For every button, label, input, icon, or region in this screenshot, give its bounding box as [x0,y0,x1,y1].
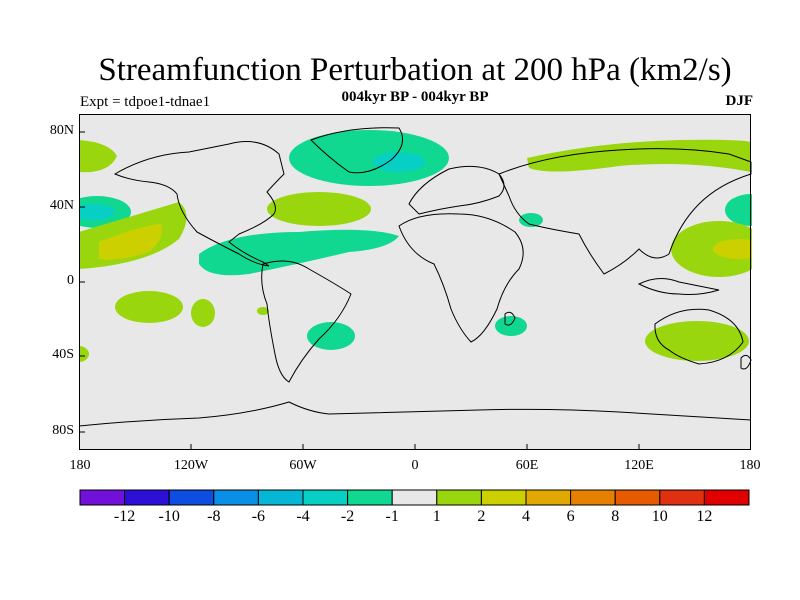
colorbar-label: 10 [651,508,668,525]
colorbar-box [614,489,661,506]
lon-label-120e: 120E [624,458,654,473]
lat-label-40s: 40S [52,347,74,362]
lat-label-80n: 80N [49,123,74,138]
antarctica-coastline [79,401,752,427]
colorbar-label: 2 [477,508,486,525]
colorbar-label: 8 [611,508,620,525]
contour-west-top-positive [79,140,117,173]
colorbar-boxes [79,489,750,506]
lon-label-180w: 180 [69,458,91,473]
north-america-coastline [113,141,285,267]
colorbar-box [480,489,527,506]
colorbar-label: 4 [522,508,530,525]
colorbar-box [302,489,349,506]
contour-npac-core [79,204,115,220]
colorbar-box [525,489,572,506]
colorbar-label: -1 [385,508,399,525]
colorbar-box [168,489,215,506]
greenland-coastline [310,127,404,174]
contour-wpac-core [713,239,752,259]
plot-subtitle: 004kyr BP - 004kyr BP [341,89,489,105]
colorbar-label: -8 [207,508,221,525]
colorbar-box [703,489,750,506]
contour-arctic-negative [289,130,449,186]
colorbar-label: -6 [251,508,266,525]
lon-label-120w: 120W [173,458,209,473]
colorbar-label: -2 [340,508,355,525]
colorbar-box [347,489,393,506]
plot-title: Streamfunction Perturbation at 200 hPa (… [98,52,732,88]
contour-spac-positive-2 [191,299,215,327]
europe-coastline [408,165,505,215]
contour-spac-positive-3 [257,307,269,315]
lon-label-0: 0 [411,458,419,473]
contour-west-south-positive [79,346,89,362]
colorbar-label: 12 [696,508,713,525]
asia-coastline [498,148,752,275]
colorbar-box [124,489,170,506]
contour-spac-positive-1 [115,291,183,323]
contour-fills [79,130,752,362]
lat-label-80s: 80S [52,423,74,438]
australia-coastline [654,308,744,365]
colorbar-label: -12 [113,508,136,525]
madagascar-coastline [504,311,516,326]
colorbar-box [570,489,616,506]
lon-label-60e: 60E [515,458,539,473]
contour-arabia-negative [519,213,543,227]
colorbar-label: -10 [158,508,180,525]
coastlines [79,127,752,427]
colorbar-box [79,489,126,506]
contour-natl-positive [267,192,371,226]
colorbar-box [213,489,259,506]
colorbar-box [257,489,304,506]
lat-label-0: 0 [67,273,74,288]
lon-label-180e: 180 [739,458,761,473]
map-panel [79,114,752,450]
south-america-coastline [261,260,352,383]
lon-label-60w: 60W [289,458,317,473]
contour-sind-negative [495,316,527,336]
contour-wpac-positive [671,221,752,277]
map-ticks [79,131,640,450]
colorbar-box [659,489,705,506]
colorbar-box [436,489,482,506]
colorbar [79,489,750,506]
contour-east-npac-negative [725,194,752,226]
lat-label-40n: 40N [49,198,74,213]
contour-arctic-core [373,152,425,172]
colorbar-label: 6 [566,508,575,525]
experiment-label: Expt = tdpoe1-tdnae1 [80,94,211,110]
contour-satl-negative [307,322,355,350]
colorbar-label: 1 [432,508,441,525]
contour-pacific-band-core [99,224,162,260]
contour-siberia-positive [527,139,751,172]
colorbar-box [391,489,438,506]
colorbar-label: -4 [296,508,310,525]
maritime-continent-coastline [637,278,720,295]
contour-trop-atl-negative [199,229,399,276]
season-label: DJF [725,93,754,109]
africa-coastline [398,213,524,343]
